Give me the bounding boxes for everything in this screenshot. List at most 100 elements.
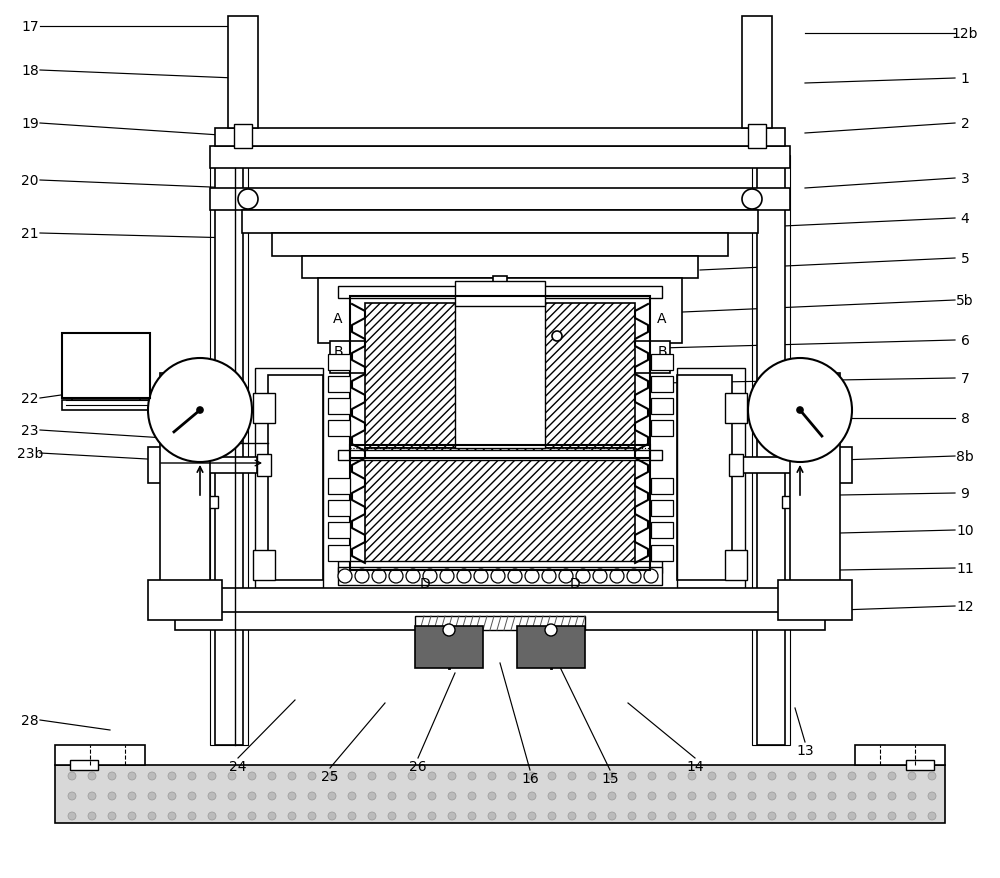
Circle shape [368, 772, 376, 781]
Circle shape [868, 792, 876, 800]
Text: 1: 1 [815, 382, 820, 391]
Bar [651, 522, 673, 538]
Text: 8: 8 [769, 397, 774, 406]
Bar [215, 129, 785, 147]
Circle shape [188, 792, 196, 800]
Text: 10: 10 [956, 523, 974, 537]
Bar [725, 551, 747, 580]
Circle shape [348, 792, 356, 800]
Circle shape [440, 569, 454, 583]
Bar [651, 355, 673, 371]
Bar [782, 496, 818, 508]
Circle shape [528, 812, 536, 820]
Circle shape [742, 190, 762, 210]
Circle shape [508, 792, 516, 800]
Text: C: C [333, 522, 343, 536]
Circle shape [248, 772, 256, 781]
Circle shape [208, 772, 216, 781]
Circle shape [648, 792, 656, 800]
Circle shape [108, 792, 116, 800]
Circle shape [328, 792, 336, 800]
Circle shape [368, 812, 376, 820]
Circle shape [288, 812, 296, 820]
Text: 25: 25 [321, 769, 339, 783]
Text: 7: 7 [169, 415, 174, 424]
Circle shape [428, 792, 436, 800]
Circle shape [68, 792, 76, 800]
Text: 16: 16 [521, 771, 539, 785]
Circle shape [428, 812, 436, 820]
Circle shape [88, 792, 96, 800]
Circle shape [548, 812, 556, 820]
Text: 23: 23 [21, 423, 39, 437]
Circle shape [748, 812, 756, 820]
Circle shape [688, 812, 696, 820]
Text: 8: 8 [169, 397, 174, 406]
Bar [830, 448, 852, 484]
Bar [210, 189, 790, 211]
Circle shape [168, 772, 176, 781]
Bar [62, 334, 150, 399]
Bar [906, 760, 934, 770]
Text: B: B [333, 344, 343, 358]
Circle shape [528, 792, 536, 800]
Text: 4: 4 [815, 430, 820, 439]
Bar [350, 297, 650, 458]
Bar [455, 282, 545, 306]
Bar [365, 449, 635, 564]
Text: 2: 2 [961, 117, 969, 131]
Circle shape [568, 812, 576, 820]
Bar [148, 580, 222, 620]
Circle shape [888, 812, 896, 820]
Bar [160, 373, 210, 588]
Text: 5: 5 [961, 252, 969, 266]
Circle shape [388, 772, 396, 781]
Text: 13: 13 [796, 743, 814, 757]
Text: 6: 6 [961, 334, 969, 348]
Circle shape [608, 812, 616, 820]
Circle shape [88, 812, 96, 820]
Circle shape [588, 772, 596, 781]
Circle shape [808, 812, 816, 820]
Text: 1: 1 [215, 382, 220, 391]
Circle shape [389, 569, 403, 583]
Text: 9: 9 [780, 382, 785, 391]
Bar [55, 765, 945, 823]
Circle shape [828, 812, 836, 820]
Bar [330, 342, 670, 373]
Circle shape [308, 772, 316, 781]
Bar [70, 760, 98, 770]
Circle shape [508, 812, 516, 820]
Circle shape [888, 792, 896, 800]
Bar [651, 377, 673, 392]
Circle shape [468, 792, 476, 800]
Bar [328, 522, 350, 538]
Bar [318, 278, 682, 343]
Circle shape [648, 772, 656, 781]
Circle shape [268, 792, 276, 800]
Text: 3: 3 [226, 415, 231, 424]
Circle shape [708, 812, 716, 820]
Circle shape [644, 569, 658, 583]
Text: 19: 19 [21, 117, 39, 131]
Circle shape [448, 772, 456, 781]
Circle shape [188, 812, 196, 820]
Circle shape [488, 792, 496, 800]
Bar [651, 421, 673, 436]
Circle shape [88, 772, 96, 781]
Circle shape [388, 792, 396, 800]
Circle shape [68, 772, 76, 781]
Circle shape [288, 772, 296, 781]
Circle shape [368, 792, 376, 800]
Text: 0: 0 [797, 376, 803, 385]
Circle shape [408, 792, 416, 800]
Bar [338, 287, 662, 299]
Circle shape [428, 772, 436, 781]
Circle shape [491, 569, 505, 583]
Bar [272, 234, 728, 256]
Bar [255, 369, 323, 588]
Circle shape [828, 792, 836, 800]
Bar [415, 626, 483, 668]
Circle shape [908, 812, 916, 820]
Text: 22: 22 [21, 392, 39, 406]
